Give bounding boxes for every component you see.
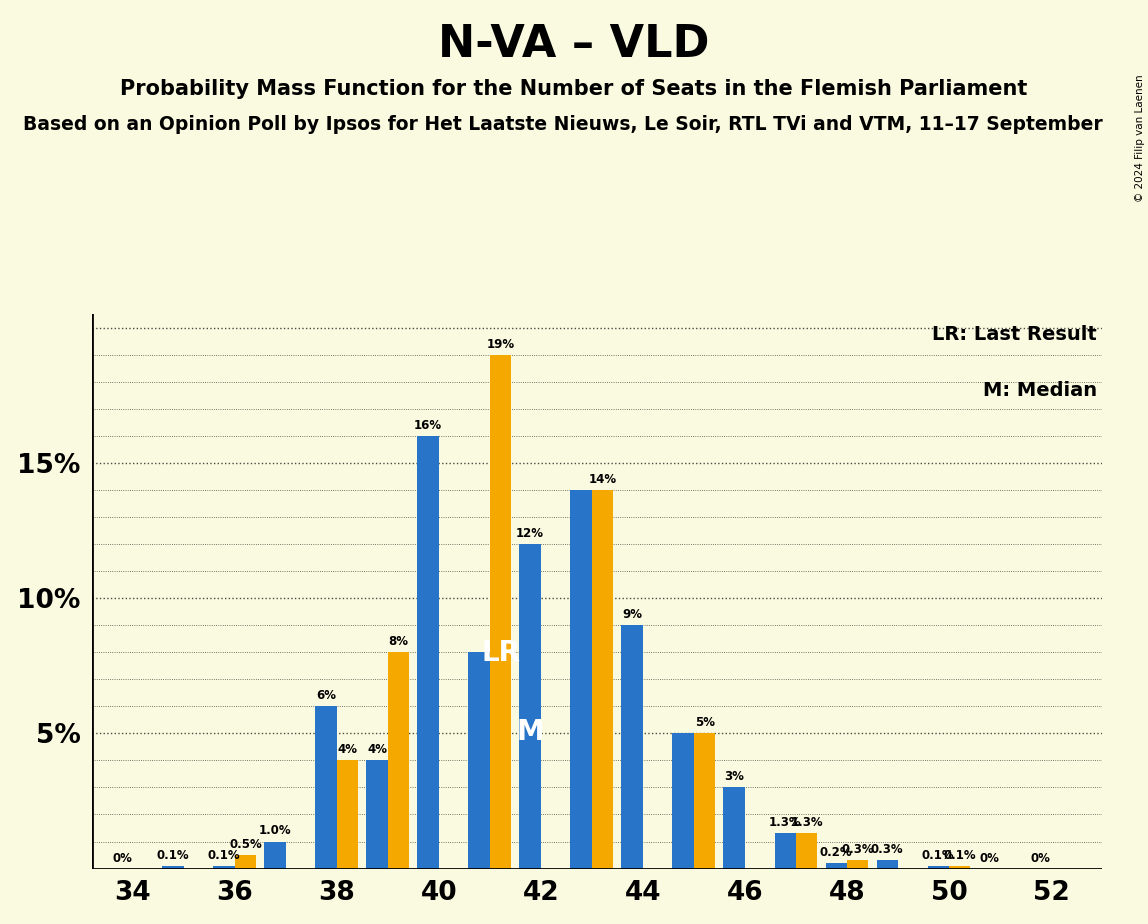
Bar: [723, 787, 745, 869]
Text: 0.3%: 0.3%: [871, 844, 903, 857]
Text: 1.0%: 1.0%: [258, 824, 292, 837]
Bar: [214, 866, 234, 869]
Text: 0.2%: 0.2%: [820, 846, 853, 859]
Text: LR: Last Result: LR: Last Result: [932, 325, 1097, 345]
Bar: [490, 355, 511, 869]
Text: 0%: 0%: [979, 852, 999, 865]
Text: 9%: 9%: [622, 608, 642, 621]
Bar: [928, 866, 949, 869]
Bar: [847, 860, 868, 869]
Text: M: M: [517, 718, 544, 747]
Text: 0.5%: 0.5%: [230, 838, 262, 851]
Text: 6%: 6%: [316, 689, 336, 702]
Text: 12%: 12%: [517, 527, 544, 540]
Text: 19%: 19%: [487, 337, 514, 351]
Text: 4%: 4%: [367, 743, 387, 757]
Text: 0.3%: 0.3%: [841, 844, 874, 857]
Bar: [693, 734, 715, 869]
Text: 5%: 5%: [695, 716, 714, 729]
Text: LR: LR: [481, 638, 520, 667]
Bar: [234, 855, 256, 869]
Text: 1.3%: 1.3%: [769, 816, 801, 830]
Text: 0.1%: 0.1%: [922, 849, 955, 862]
Text: 14%: 14%: [589, 473, 616, 486]
Bar: [796, 833, 817, 869]
Bar: [621, 626, 643, 869]
Text: N-VA – VLD: N-VA – VLD: [439, 23, 709, 67]
Bar: [388, 652, 409, 869]
Bar: [825, 863, 847, 869]
Bar: [571, 490, 592, 869]
Bar: [519, 544, 541, 869]
Bar: [673, 734, 693, 869]
Text: 8%: 8%: [388, 635, 409, 648]
Bar: [468, 652, 490, 869]
Text: Probability Mass Function for the Number of Seats in the Flemish Parliament: Probability Mass Function for the Number…: [121, 79, 1027, 99]
Text: 16%: 16%: [414, 419, 442, 432]
Bar: [336, 760, 358, 869]
Text: 0%: 0%: [1031, 852, 1050, 865]
Text: 3%: 3%: [724, 771, 744, 784]
Text: 0%: 0%: [113, 852, 132, 865]
Bar: [162, 866, 184, 869]
Bar: [775, 833, 796, 869]
Text: 1.3%: 1.3%: [790, 816, 823, 830]
Bar: [264, 842, 286, 869]
Bar: [316, 706, 336, 869]
Bar: [366, 760, 388, 869]
Text: 4%: 4%: [338, 743, 357, 757]
Text: 0.1%: 0.1%: [208, 849, 240, 862]
Text: M: Median: M: Median: [983, 381, 1097, 400]
Bar: [949, 866, 970, 869]
Bar: [592, 490, 613, 869]
Text: Based on an Opinion Poll by Ipsos for Het Laatste Nieuws, Le Soir, RTL TVi and V: Based on an Opinion Poll by Ipsos for He…: [23, 116, 1103, 135]
Bar: [877, 860, 898, 869]
Text: © 2024 Filip van Laenen: © 2024 Filip van Laenen: [1135, 74, 1145, 201]
Text: 0.1%: 0.1%: [156, 849, 189, 862]
Text: 0.1%: 0.1%: [944, 849, 976, 862]
Bar: [418, 436, 439, 869]
